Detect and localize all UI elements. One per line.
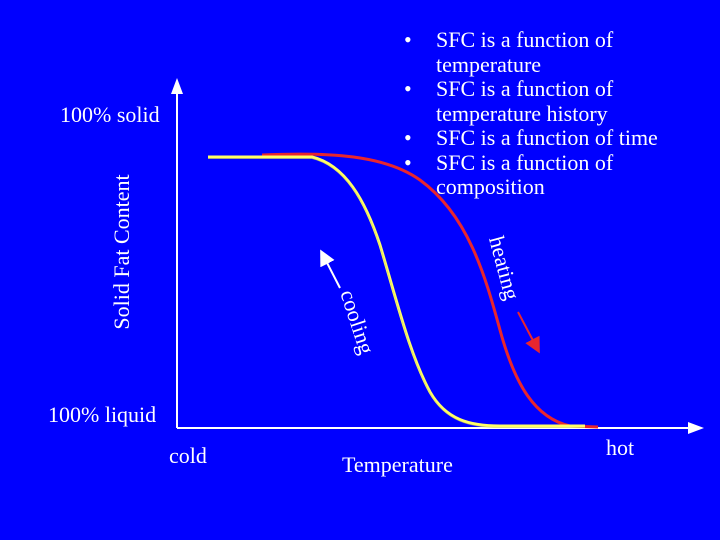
bullet-dot-icon: • (404, 76, 412, 101)
temperature-label: Temperature (342, 452, 453, 477)
liquid-label: 100% liquid (48, 402, 157, 427)
x-axis-arrowhead (688, 422, 704, 434)
cooling-arrow (320, 249, 341, 289)
bullet-dot-icon: • (404, 149, 412, 175)
hot-label: hot (606, 435, 635, 460)
bullet-dot-icon: • (404, 125, 412, 150)
y-axis-arrowhead (171, 78, 183, 94)
bullet-dot-icon: • (404, 27, 412, 52)
bullet-item: • SFC is a function of temperature (404, 27, 704, 77)
bullet-item: • SFC is a function of composition (404, 149, 704, 200)
cold-label: cold (169, 443, 207, 468)
bullet-item: • SFC is a function of time (404, 125, 704, 151)
solid-label: 100% solid (60, 102, 160, 127)
bullet-text: SFC is a function of time (436, 125, 658, 150)
heating-curve (261, 152, 599, 429)
bullet-text: SFC is a function of composition (436, 149, 614, 199)
y-axis-title: Solid Fat Content (109, 174, 134, 330)
bullet-text: SFC is a function of temperature history (436, 76, 614, 126)
bullet-text: SFC is a function of temperature (436, 27, 614, 77)
bullet-item: • SFC is a function of temperature histor… (404, 76, 704, 126)
cooling-curve-outline (208, 158, 585, 428)
heating-arrow (517, 311, 540, 354)
bullet-list: • SFC is a function of temperature • SFC i… (404, 27, 704, 200)
